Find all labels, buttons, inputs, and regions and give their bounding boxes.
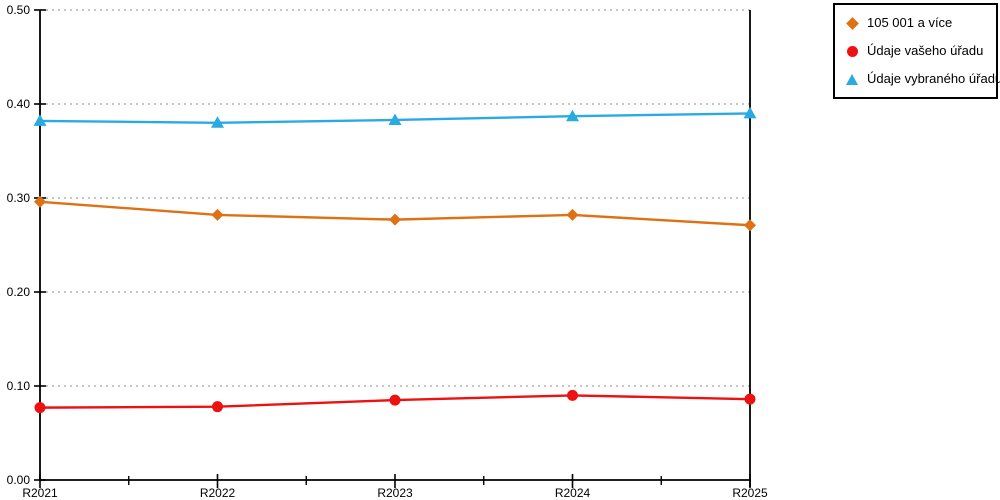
diamond-marker-icon	[389, 213, 401, 226]
x-axis-tick-label: R2021	[22, 486, 58, 500]
triangle-marker-icon	[388, 113, 402, 125]
y-axis-tick-label: 0.00	[7, 473, 31, 487]
circle-marker-icon	[567, 389, 578, 401]
y-axis-tick-label: 0.50	[7, 3, 31, 17]
triangle-marker-icon	[211, 116, 224, 128]
x-axis-tick-label: R2025	[732, 486, 768, 500]
legend-label: Údaje vybraného úřadu	[867, 71, 1000, 86]
y-axis-tick-label: 0.20	[7, 285, 31, 299]
diamond-marker-icon	[744, 219, 756, 232]
x-axis-tick-label: R2023	[377, 486, 413, 500]
x-axis-tick-label: R2024	[555, 486, 591, 500]
x-axis-tick-label: R2022	[200, 486, 236, 500]
triangle-marker-icon	[566, 109, 579, 122]
diamond-marker-icon	[566, 208, 579, 221]
circle-marker-icon	[845, 45, 859, 57]
circle-marker-icon	[744, 393, 756, 405]
diamond-marker-icon	[211, 208, 224, 221]
diamond-marker-icon	[845, 16, 859, 30]
y-axis-tick-label: 0.10	[7, 379, 31, 393]
triangle-marker-icon	[33, 114, 47, 126]
y-axis-tick-label: 0.40	[7, 97, 31, 111]
circle-marker-icon	[34, 402, 46, 414]
legend-label: 105 001 a více	[867, 15, 953, 30]
legend-item-105-001-a-vice: 105 001 a více	[845, 14, 988, 32]
legend-label: Údaje vašeho úřadu	[867, 43, 984, 58]
chart-legend: 105 001 a více Údaje vašeho úřadu Údaje …	[833, 3, 1000, 99]
triangle-marker-icon	[845, 73, 859, 85]
circle-marker-icon	[389, 394, 401, 406]
legend-item-udaje-vybraneho-uradu: Údaje vybraného úřadu	[845, 70, 1000, 88]
triangle-marker-icon	[743, 106, 757, 119]
legend-item-udaje-vaseho-uradu: Údaje vašeho úřadu	[845, 42, 988, 60]
y-axis-tick-label: 0.30	[7, 191, 31, 205]
diamond-marker-icon	[34, 195, 46, 208]
circle-marker-icon	[212, 401, 223, 413]
